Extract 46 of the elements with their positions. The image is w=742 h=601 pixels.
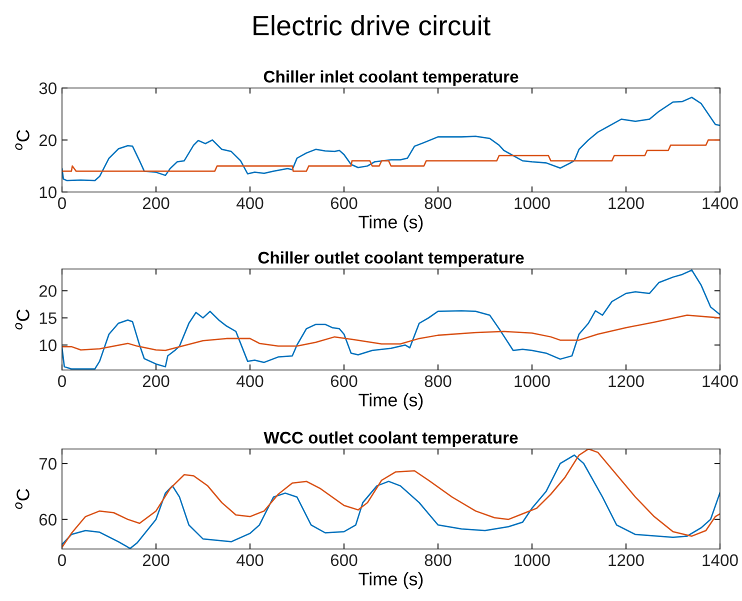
- x-tick-label: 1200: [608, 554, 644, 566]
- y-tick-label: 10: [40, 339, 56, 352]
- x-tick-label: 600: [330, 554, 358, 566]
- x-tick-label: 1400: [702, 375, 738, 388]
- y-axis-title: $^{o}$C: [15, 309, 30, 330]
- x-tick-label: 1000: [514, 554, 550, 566]
- x-tick-label: 600: [330, 197, 358, 210]
- x-tick-label: 200: [142, 554, 170, 566]
- x-axis-title: Time (s): [358, 572, 423, 589]
- text: Electric drive circuit: [254, 15, 490, 36]
- y-tick-label: 20: [39, 134, 56, 146]
- line-series: [62, 314, 720, 352]
- y-tick-label: 30: [39, 82, 56, 94]
- x-tick-label: 0: [58, 554, 66, 566]
- x-tick-label: 200: [142, 375, 170, 388]
- x-tick-label: 400: [236, 375, 264, 388]
- chart-title: Chiller outlet coolant temperature: [258, 251, 524, 267]
- line-series: [62, 139, 720, 172]
- y-axis-title: $^{o}$C: [15, 130, 30, 150]
- x-tick-label: 400: [236, 554, 264, 566]
- y-tick-label: 70: [39, 458, 56, 470]
- x-tick-label: 1400: [702, 197, 738, 210]
- x-tick-label: 1200: [608, 375, 644, 388]
- y-tick-label: 15: [40, 312, 56, 324]
- x-tick-label: 1200: [608, 197, 644, 210]
- x-tick-label: 1000: [514, 197, 550, 210]
- x-tick-label: 1000: [514, 375, 550, 388]
- x-tick-label: 800: [424, 197, 452, 210]
- x-axis-title: Time (s): [358, 215, 423, 232]
- y-tick-label: 10: [40, 186, 56, 198]
- x-tick-label: 800: [424, 375, 452, 388]
- x-tick-label: 200: [142, 197, 170, 210]
- line-series: [62, 96, 720, 182]
- x-tick-label: 0: [58, 197, 66, 210]
- x-tick-label: 400: [236, 197, 264, 210]
- x-tick-label: 600: [330, 375, 358, 388]
- y-axis-title: $^{o}$C: [15, 488, 30, 509]
- line-series: [62, 269, 720, 370]
- y-tick-label: 20: [39, 285, 56, 297]
- x-tick-label: 1400: [702, 554, 738, 566]
- chart-title: Chiller inlet coolant temperature: [264, 70, 518, 86]
- x-axis-title: Time (s): [358, 393, 423, 410]
- x-tick-label: 800: [424, 554, 452, 566]
- chart-title: WCC outlet coolant temperature: [264, 431, 518, 447]
- y-tick-label: 60: [39, 514, 56, 526]
- x-tick-label: 0: [58, 375, 66, 388]
